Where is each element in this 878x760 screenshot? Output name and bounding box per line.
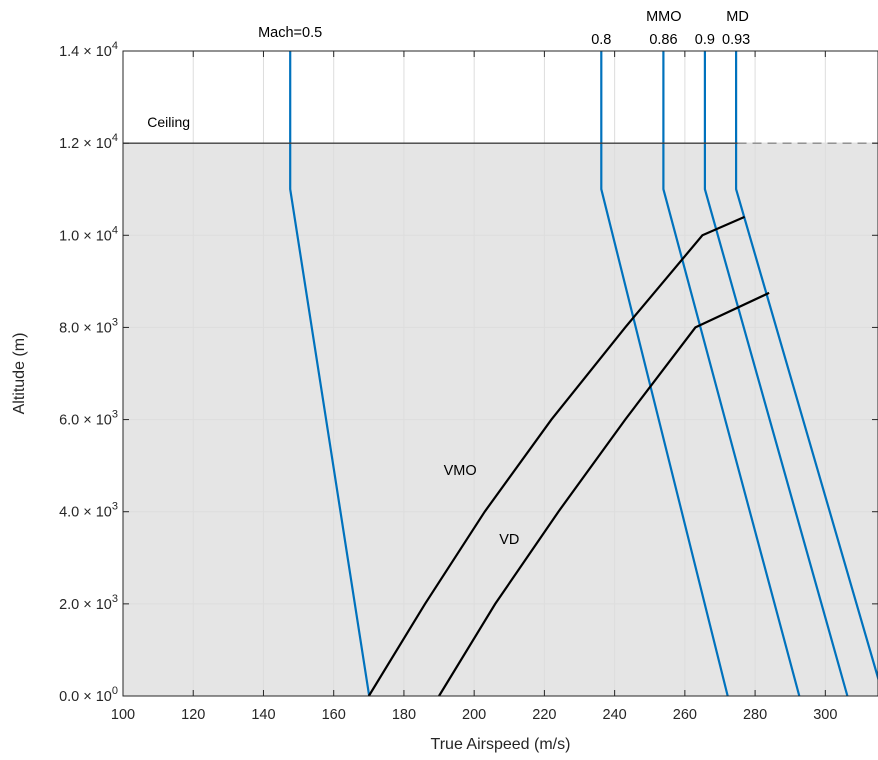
x-tick-label: 180 <box>392 707 416 723</box>
y-tick-label: 8.0 × 103 <box>59 316 118 336</box>
x-tick-label: 260 <box>673 707 697 723</box>
mach-label: Mach=0.5 <box>258 25 322 41</box>
y-tick-label: 0.0 × 100 <box>59 685 118 705</box>
speed-line <box>438 291 770 697</box>
y-axis-label: Altitude (m) <box>11 333 28 415</box>
mach-line <box>662 51 801 697</box>
speed-line <box>367 215 746 697</box>
y-tick-label: 1.2 × 104 <box>59 132 118 152</box>
labels: True Airspeed (m/s) Altitude (m) Ceiling… <box>11 9 750 753</box>
y-tick-label: 6.0 × 103 <box>59 409 118 429</box>
mach-line <box>734 51 878 682</box>
x-axis-label: True Airspeed (m/s) <box>431 736 571 753</box>
y-tick-label: 2.0 × 103 <box>59 593 118 613</box>
mach-line <box>600 51 729 697</box>
x-tick-label: 280 <box>743 707 767 723</box>
x-tick-label: 160 <box>322 707 346 723</box>
mach-line <box>289 51 371 697</box>
mach-label: 0.93 <box>722 32 750 48</box>
mach-group-label: MD <box>726 9 749 25</box>
mach-label: 0.8 <box>591 32 611 48</box>
x-tick-label: 200 <box>462 707 486 723</box>
x-tick-label: 140 <box>251 707 275 723</box>
mach-line <box>703 51 849 697</box>
mach-group-label: MMO <box>646 9 681 25</box>
mach-label: 0.9 <box>695 32 715 48</box>
x-tick-label: 300 <box>813 707 837 723</box>
series <box>289 51 878 697</box>
y-tick-label: 1.4 × 104 <box>59 40 118 60</box>
x-tick-label: 220 <box>532 707 556 723</box>
axes-box <box>122 50 878 697</box>
ceiling-label: Ceiling <box>147 114 190 130</box>
speed-label: VD <box>499 532 519 548</box>
y-tick-label: 4.0 × 103 <box>59 501 118 521</box>
x-tick-label: 120 <box>181 707 205 723</box>
x-tick-label: 240 <box>603 707 627 723</box>
y-tick-label: 1.0 × 104 <box>59 224 118 244</box>
speed-label: VMO <box>444 463 477 479</box>
ticks: 100 120 140 160 180 200 220 240 260 280 300 0.0 × 1… <box>59 40 878 723</box>
x-tick-label: 100 <box>111 707 135 723</box>
mach-label: 0.86 <box>649 32 677 48</box>
